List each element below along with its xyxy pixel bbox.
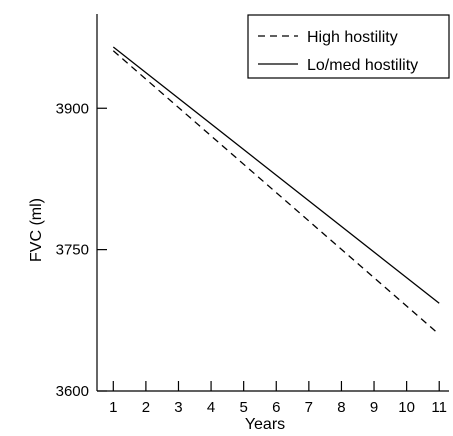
x-tick-label-6: 6 [272, 399, 280, 416]
legend: High hostility Lo/med hostility [247, 14, 450, 79]
x-tick-label-4: 4 [207, 399, 215, 416]
x-axis: 1 2 3 4 5 6 7 8 9 10 11 [97, 381, 449, 416]
legend-label-high-hostility: High hostility [307, 29, 398, 46]
series-lines [112, 46, 440, 335]
x-tick-label-8: 8 [337, 399, 345, 416]
x-tick-label-1: 1 [109, 399, 117, 416]
x-tick-label-9: 9 [370, 399, 378, 416]
legend-box [247, 14, 450, 79]
y-tick-label-3600: 3600 [56, 383, 89, 400]
series-line-high-hostility [112, 50, 440, 335]
y-axis-title: FVC (ml) [28, 198, 45, 262]
x-tick-label-5: 5 [239, 399, 247, 416]
legend-label-lo-med-hostility: Lo/med hostility [307, 57, 418, 74]
y-tick-label-3900: 3900 [56, 100, 89, 117]
x-tick-label-2: 2 [142, 399, 150, 416]
x-tick-label-7: 7 [305, 399, 313, 416]
series-line-lo-med-hostility [112, 46, 440, 304]
x-tick-label-3: 3 [174, 399, 182, 416]
y-tick-label-3750: 3750 [56, 242, 89, 259]
y-axis: 3600 3750 3900 [56, 14, 107, 400]
x-tick-label-11: 11 [431, 399, 447, 416]
x-axis-title: Years [245, 416, 285, 433]
x-tick-label-10: 10 [398, 399, 415, 416]
